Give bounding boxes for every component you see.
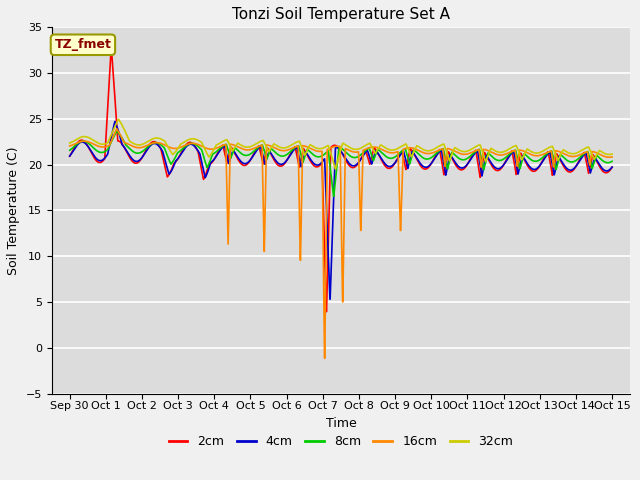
Line: 16cm: 16cm bbox=[70, 129, 612, 359]
8cm bbox=[113, 129, 120, 134]
8cm bbox=[540, 154, 547, 160]
4cm bbox=[274, 160, 282, 166]
16cm bbox=[113, 126, 120, 132]
32cm bbox=[160, 138, 168, 144]
16cm bbox=[321, 356, 328, 361]
32cm bbox=[598, 149, 605, 155]
4cm bbox=[540, 157, 547, 163]
16cm bbox=[608, 154, 616, 160]
8cm bbox=[274, 152, 282, 157]
4cm bbox=[326, 296, 334, 302]
32cm bbox=[128, 140, 136, 145]
4cm bbox=[608, 164, 616, 170]
32cm bbox=[115, 116, 122, 122]
Y-axis label: Soil Temperature (C): Soil Temperature (C) bbox=[7, 146, 20, 275]
X-axis label: Time: Time bbox=[326, 417, 356, 430]
8cm bbox=[330, 193, 337, 199]
2cm bbox=[274, 162, 282, 168]
Title: Tonzi Soil Temperature Set A: Tonzi Soil Temperature Set A bbox=[232, 7, 450, 22]
4cm bbox=[66, 153, 74, 159]
2cm bbox=[66, 153, 74, 159]
2cm bbox=[108, 44, 115, 49]
16cm bbox=[274, 146, 282, 152]
4cm bbox=[128, 156, 136, 161]
Legend: 2cm, 4cm, 8cm, 16cm, 32cm: 2cm, 4cm, 8cm, 16cm, 32cm bbox=[164, 430, 518, 453]
8cm bbox=[160, 144, 168, 150]
32cm bbox=[608, 151, 616, 157]
8cm bbox=[598, 157, 605, 163]
16cm bbox=[160, 142, 168, 147]
16cm bbox=[66, 143, 74, 149]
16cm bbox=[540, 151, 547, 157]
2cm bbox=[540, 156, 547, 162]
32cm bbox=[298, 144, 305, 149]
32cm bbox=[274, 144, 282, 149]
32cm bbox=[332, 166, 339, 172]
2cm bbox=[128, 157, 136, 163]
2cm bbox=[323, 309, 330, 314]
2cm bbox=[608, 164, 616, 170]
8cm bbox=[66, 147, 74, 153]
Line: 8cm: 8cm bbox=[70, 132, 612, 196]
Line: 2cm: 2cm bbox=[70, 47, 612, 312]
16cm bbox=[128, 143, 136, 149]
Line: 4cm: 4cm bbox=[70, 121, 612, 299]
4cm bbox=[160, 153, 168, 159]
Text: TZ_fmet: TZ_fmet bbox=[54, 38, 111, 51]
16cm bbox=[598, 153, 605, 158]
4cm bbox=[111, 119, 119, 124]
4cm bbox=[598, 165, 605, 171]
16cm bbox=[298, 208, 305, 214]
8cm bbox=[608, 158, 616, 164]
Line: 32cm: 32cm bbox=[70, 119, 612, 169]
32cm bbox=[66, 140, 74, 146]
2cm bbox=[298, 155, 305, 161]
8cm bbox=[298, 153, 305, 159]
8cm bbox=[128, 148, 136, 154]
2cm bbox=[598, 167, 605, 173]
2cm bbox=[160, 160, 168, 166]
32cm bbox=[540, 148, 547, 154]
4cm bbox=[298, 163, 305, 169]
